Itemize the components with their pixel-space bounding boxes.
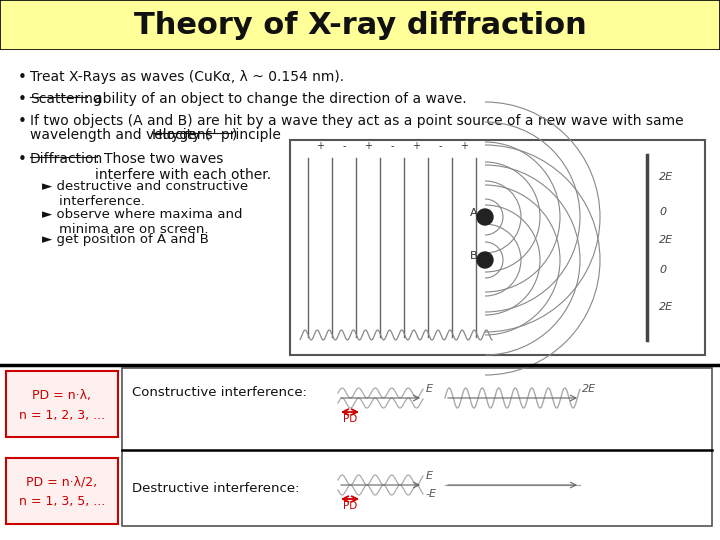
Text: ► get position of A and B: ► get position of A and B	[42, 233, 209, 246]
Text: PD: PD	[343, 501, 357, 511]
Text: 0: 0	[659, 265, 666, 275]
Text: B: B	[470, 251, 477, 261]
Text: 2E: 2E	[659, 302, 673, 312]
Text: 0: 0	[659, 207, 666, 217]
Circle shape	[477, 209, 493, 225]
FancyBboxPatch shape	[122, 368, 712, 526]
Text: 2E: 2E	[582, 384, 596, 394]
Text: PD = n·λ/2,: PD = n·λ/2,	[27, 476, 98, 489]
Text: -: -	[438, 141, 442, 151]
Text: n = 1, 3, 5, ...: n = 1, 3, 5, ...	[19, 496, 105, 509]
Text: 2E: 2E	[659, 172, 673, 182]
Text: Diffraction: Diffraction	[30, 152, 103, 166]
Text: PD: PD	[343, 414, 357, 424]
Text: +: +	[412, 141, 420, 151]
FancyBboxPatch shape	[290, 140, 705, 355]
Text: -: -	[342, 141, 346, 151]
Text: n = 1, 2, 3, ...: n = 1, 2, 3, ...	[19, 408, 105, 422]
Text: : ability of an object to change the direction of a wave.: : ability of an object to change the dir…	[85, 92, 467, 106]
Text: ): )	[232, 128, 238, 142]
Text: E: E	[426, 384, 433, 394]
FancyBboxPatch shape	[6, 458, 118, 524]
FancyBboxPatch shape	[0, 50, 720, 540]
Text: •: •	[18, 70, 27, 85]
Text: 2E: 2E	[659, 235, 673, 245]
Text: •: •	[18, 152, 27, 167]
Text: Treat X-Rays as waves (CuKα, λ ~ 0.154 nm).: Treat X-Rays as waves (CuKα, λ ~ 0.154 n…	[30, 70, 344, 84]
Text: Huygens' principle: Huygens' principle	[152, 128, 281, 142]
Text: Constructive interference:: Constructive interference:	[132, 386, 307, 399]
Text: Destructive interference:: Destructive interference:	[132, 482, 300, 495]
Circle shape	[477, 252, 493, 268]
Text: -E: -E	[426, 489, 437, 499]
Text: +: +	[316, 141, 324, 151]
Text: +: +	[364, 141, 372, 151]
Text: •: •	[18, 114, 27, 129]
Text: : Those two waves
interfere with each other.: : Those two waves interfere with each ot…	[95, 152, 271, 182]
Text: E: E	[426, 471, 433, 481]
Text: wavelength and velocity (: wavelength and velocity (	[30, 128, 210, 142]
Text: ► observe where maxima and
    minima are on screen.: ► observe where maxima and minima are on…	[42, 208, 243, 236]
Text: Theory of X-ray diffraction: Theory of X-ray diffraction	[134, 10, 586, 39]
Text: PD = n·λ,: PD = n·λ,	[32, 388, 91, 402]
Text: Scattering: Scattering	[30, 92, 102, 106]
Text: -: -	[390, 141, 394, 151]
FancyBboxPatch shape	[6, 371, 118, 437]
FancyBboxPatch shape	[0, 0, 720, 50]
Text: If two objects (A and B) are hit by a wave they act as a point source of a new w: If two objects (A and B) are hit by a wa…	[30, 114, 683, 128]
Text: +: +	[460, 141, 468, 151]
Text: ► destructive and constructive
    interference.: ► destructive and constructive interfere…	[42, 180, 248, 208]
Text: •: •	[18, 92, 27, 107]
Text: A: A	[470, 208, 477, 218]
